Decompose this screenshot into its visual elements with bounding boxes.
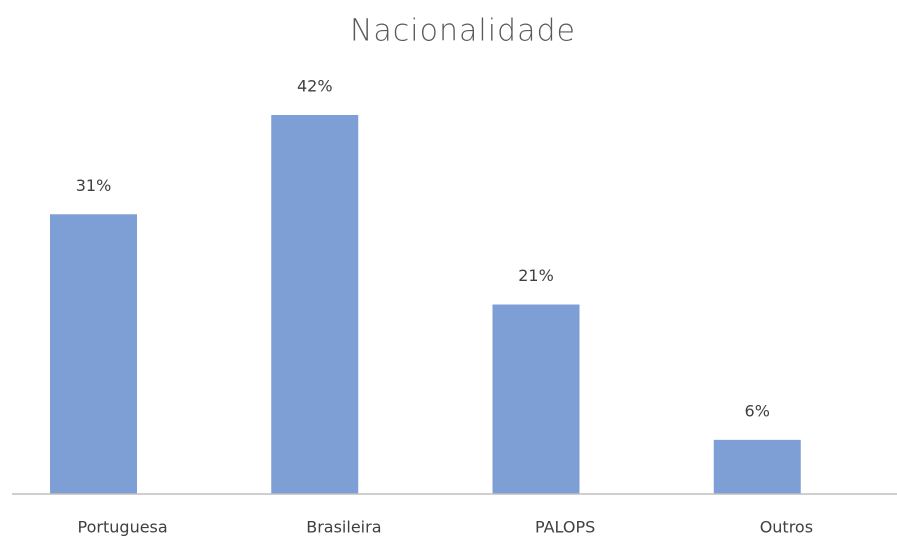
x-tick-label: PALOPS (535, 518, 595, 537)
chart-title: Nacionalidade (350, 14, 576, 49)
data-label: 42% (297, 77, 333, 96)
bar (492, 304, 580, 494)
x-tick-label: Outros (760, 518, 813, 537)
data-label: 31% (76, 176, 112, 195)
data-label: 6% (745, 401, 770, 420)
x-tick-label: Portuguesa (78, 518, 168, 537)
bar (50, 214, 137, 494)
bar (713, 439, 801, 494)
data-label: 21% (518, 266, 554, 285)
x-tick-label: Brasileira (306, 518, 381, 537)
bar (271, 115, 359, 494)
